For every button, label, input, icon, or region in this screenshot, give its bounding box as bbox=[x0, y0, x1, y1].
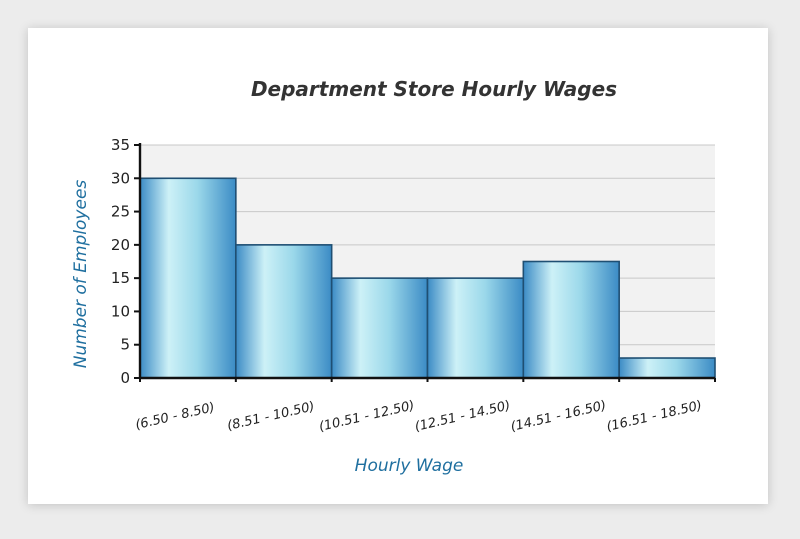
y-tick-label: 35 bbox=[111, 136, 130, 154]
y-tick-label: 10 bbox=[111, 302, 130, 320]
x-tick-labels: (6.50 - 8.50) (8.51 - 10.50) (10.51 - 12.5… bbox=[134, 398, 704, 435]
x-tick-label: (8.51 - 10.50) bbox=[226, 399, 316, 434]
histogram-chart: 0 5 10 15 20 25 30 35 (6.50 - 8.50) (8.51 - 10.5… bbox=[71, 77, 716, 476]
y-axis-title: Number of Employees bbox=[71, 180, 91, 369]
y-tick-labels: 0 5 10 15 20 25 30 35 bbox=[111, 136, 130, 387]
bar bbox=[522, 260, 620, 379]
x-tick-label: (6.50 - 8.50) bbox=[134, 400, 216, 433]
y-tick-label: 20 bbox=[111, 236, 130, 254]
bar bbox=[139, 177, 237, 379]
bar bbox=[618, 357, 716, 379]
x-tick-label: (14.51 - 16.50) bbox=[509, 398, 607, 435]
bar bbox=[426, 277, 525, 379]
chart-card: 0 5 10 15 20 25 30 35 (6.50 - 8.50) (8.51 - 10.5… bbox=[28, 28, 768, 504]
y-tick-label: 5 bbox=[120, 336, 130, 354]
axes bbox=[134, 143, 716, 382]
chart-title: Department Store Hourly Wages bbox=[251, 77, 617, 101]
y-tick-label: 15 bbox=[111, 269, 130, 287]
x-tick-label: (10.51 - 12.50) bbox=[318, 398, 416, 435]
y-tick-label: 30 bbox=[111, 169, 130, 187]
x-tick-label: (12.51 - 14.50) bbox=[413, 398, 511, 435]
x-tick-label: (16.51 - 18.50) bbox=[605, 398, 703, 435]
y-tick-label: 25 bbox=[111, 203, 130, 221]
x-axis-title: Hourly Wage bbox=[355, 456, 464, 476]
y-tick-label: 0 bbox=[120, 369, 130, 387]
bar bbox=[235, 244, 333, 379]
bar bbox=[330, 277, 429, 379]
